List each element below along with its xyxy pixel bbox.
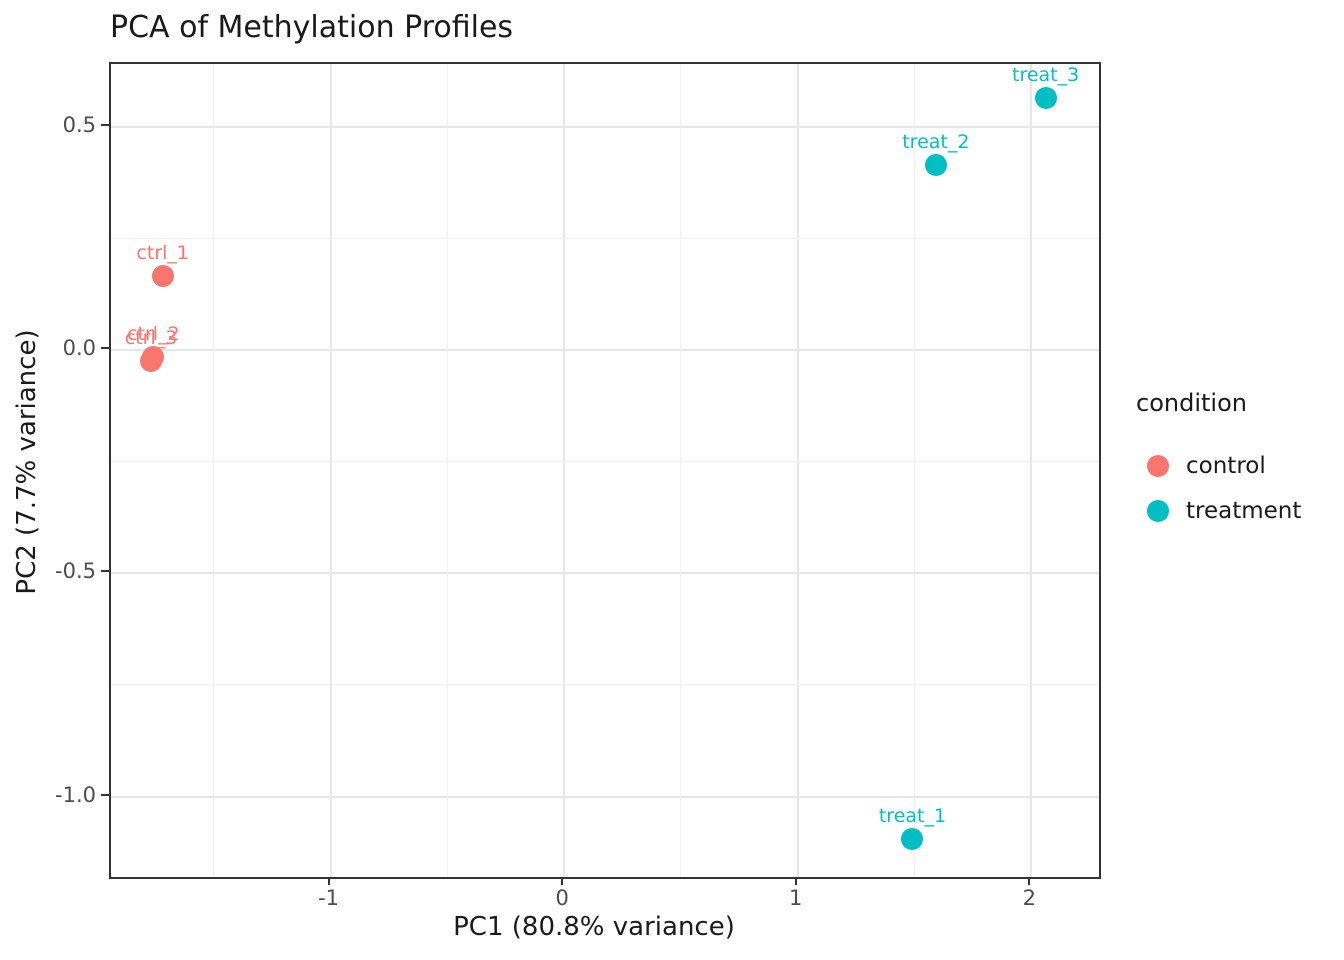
- x-tick-label: 2: [1022, 886, 1036, 910]
- gridline-y-major: [111, 572, 1099, 575]
- gridline-x-major: [329, 64, 332, 877]
- gridline-y-major: [111, 125, 1099, 128]
- gridline-y-minor: [111, 684, 1099, 686]
- point-label-treat_3: treat_3: [1012, 63, 1080, 86]
- gridline-x-major: [796, 64, 799, 877]
- gridline-y-minor: [111, 237, 1099, 239]
- point-label-treat_2: treat_2: [902, 130, 970, 153]
- legend: condition control treatment: [1136, 389, 1301, 533]
- point-label-ctrl_2: ctrl_2: [127, 322, 180, 345]
- x-tick-mark: [794, 877, 797, 885]
- x-tick-mark: [561, 877, 564, 885]
- y-axis-title: PC2 (7.7% variance): [12, 329, 42, 595]
- point-treat_1: [901, 828, 924, 851]
- y-tick-label: -0.5: [55, 559, 96, 584]
- legend-item-label: treatment: [1186, 497, 1302, 524]
- point-label-treat_1: treat_1: [878, 805, 947, 828]
- point-treat_3: [1034, 86, 1057, 109]
- y-tick-label: -1.0: [55, 782, 96, 807]
- x-tick-mark: [1028, 877, 1031, 885]
- point-treat_2: [924, 153, 947, 176]
- gridline-x-minor: [446, 64, 448, 877]
- legend-item-control: control: [1136, 443, 1301, 488]
- legend-item-treatment: treatment: [1136, 488, 1301, 533]
- legend-key-icon: [1147, 454, 1169, 477]
- x-tick-label: 0: [555, 886, 569, 910]
- x-axis-title: PC1 (80.8% variance): [453, 912, 735, 942]
- gridline-y-major: [111, 348, 1099, 351]
- plot-panel: [109, 62, 1101, 879]
- point-ctrl_1: [151, 265, 174, 288]
- point-ctrl_3: [140, 350, 163, 373]
- legend-title: condition: [1136, 389, 1247, 417]
- gridline-x-major: [563, 64, 566, 877]
- gridline-y-major: [111, 795, 1099, 798]
- gridline-y-minor: [111, 461, 1099, 463]
- y-tick-mark: [101, 123, 109, 126]
- y-tick-label: 0.0: [62, 335, 96, 360]
- gridline-x-minor: [213, 64, 215, 877]
- legend-item-label: control: [1186, 452, 1266, 479]
- gridline-x-minor: [913, 64, 915, 877]
- legend-key-icon: [1147, 499, 1169, 522]
- y-tick-mark: [101, 793, 109, 796]
- x-tick-mark: [327, 877, 330, 885]
- chart-title: PCA of Methylation Profiles: [110, 10, 514, 45]
- x-tick-label: 1: [789, 886, 803, 910]
- point-label-ctrl_3: ctrl_3: [124, 327, 178, 350]
- y-tick-mark: [101, 570, 109, 573]
- y-tick-label: 0.5: [62, 112, 96, 137]
- legend-items: control treatment: [1136, 443, 1301, 533]
- x-tick-label: -1: [318, 886, 340, 910]
- gridline-x-major: [1030, 64, 1033, 877]
- point-label-ctrl_1: ctrl_1: [136, 242, 190, 265]
- gridline-x-minor: [680, 64, 682, 877]
- y-tick-mark: [101, 346, 109, 349]
